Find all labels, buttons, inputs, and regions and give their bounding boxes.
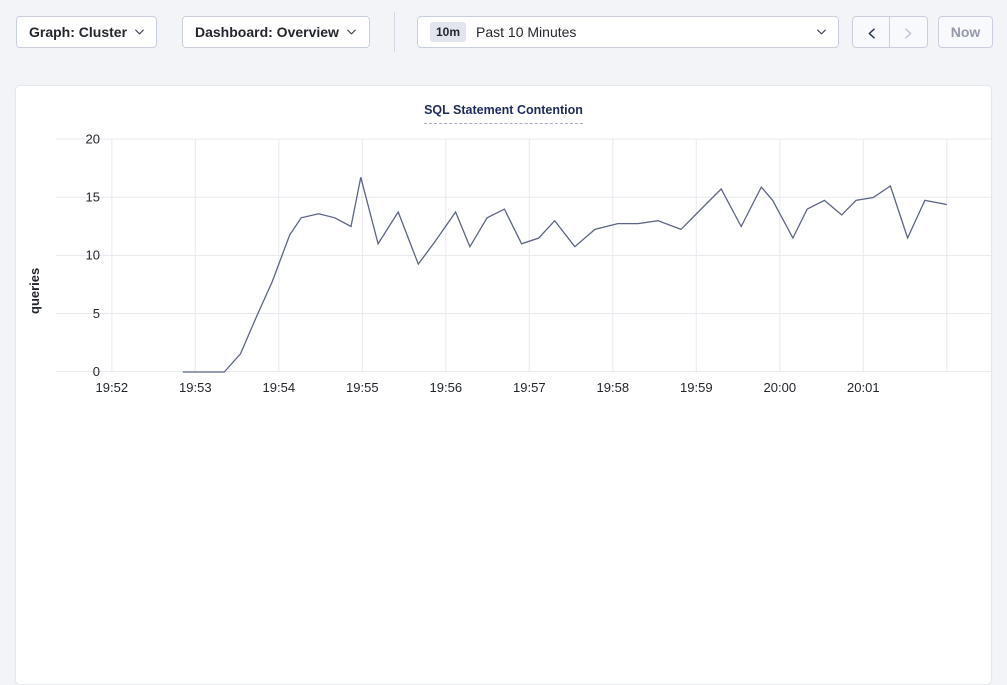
svg-text:19:53: 19:53 [179,380,212,395]
svg-text:20: 20 [86,132,100,147]
svg-text:5: 5 [93,306,100,321]
svg-text:19:54: 19:54 [263,380,296,395]
svg-text:19:58: 19:58 [597,380,630,395]
svg-text:0: 0 [93,364,100,379]
svg-text:20:01: 20:01 [847,380,880,395]
svg-text:19:59: 19:59 [680,380,713,395]
svg-text:19:57: 19:57 [513,380,546,395]
svg-text:15: 15 [86,190,100,205]
svg-text:19:56: 19:56 [430,380,463,395]
svg-text:10: 10 [86,248,100,263]
svg-text:19:55: 19:55 [346,380,379,395]
svg-text:20:00: 20:00 [764,380,797,395]
svg-text:19:52: 19:52 [96,380,129,395]
